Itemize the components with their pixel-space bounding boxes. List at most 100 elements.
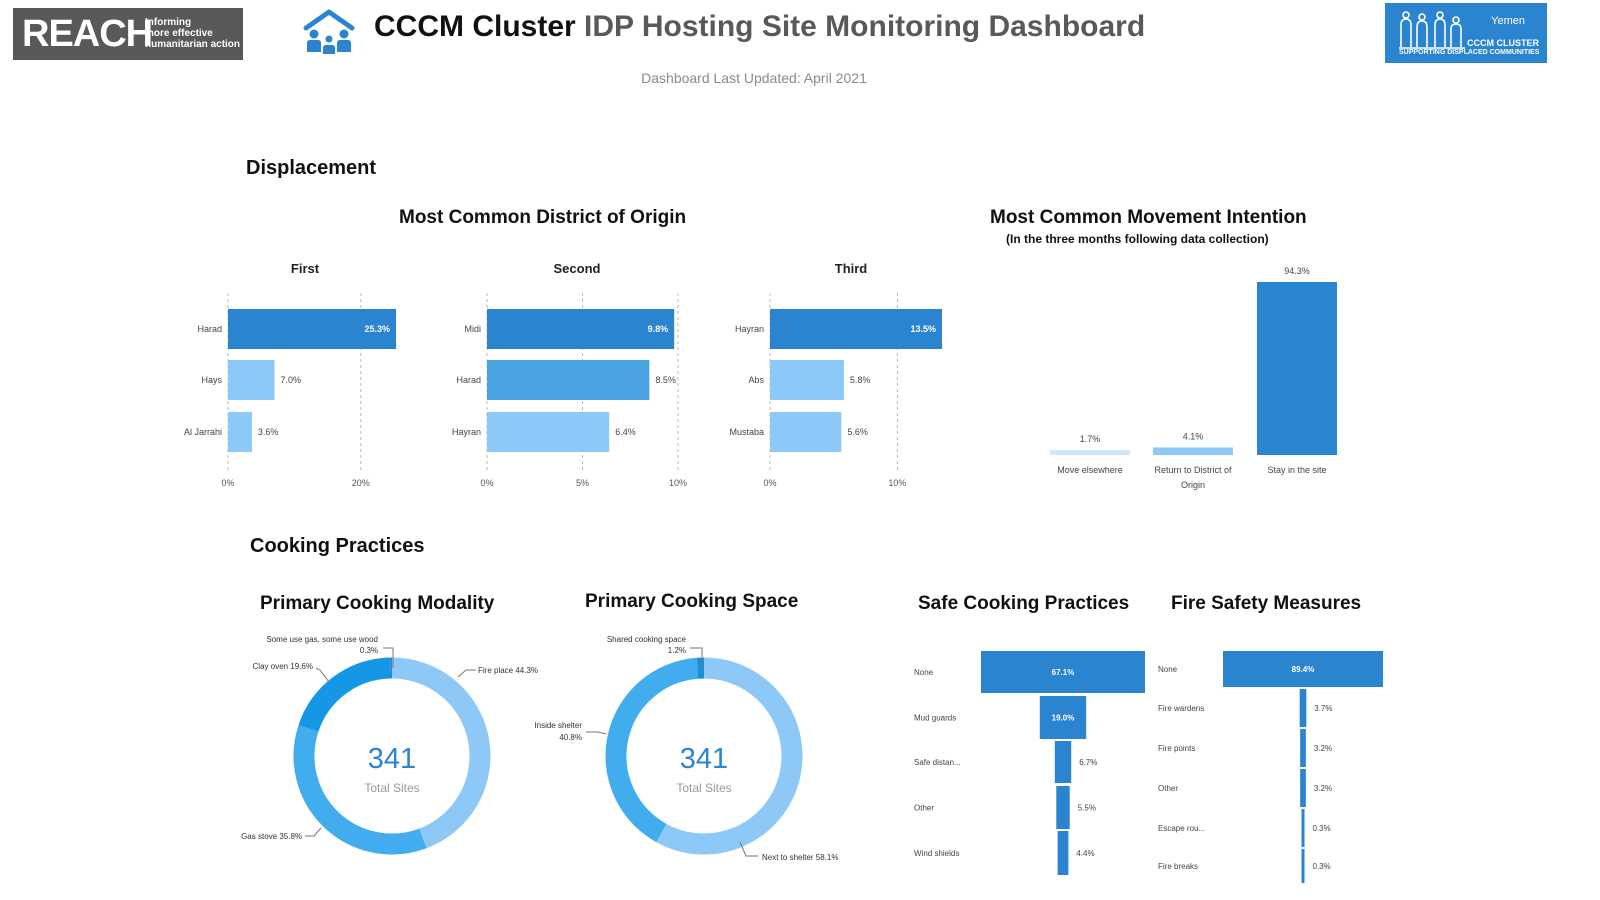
bar — [770, 412, 842, 452]
donut-slice — [605, 657, 699, 843]
slice-label: Clay oven 19.6% — [253, 662, 313, 671]
last-updated-text: Dashboard Last Updated: April 2021 — [641, 70, 867, 86]
slice-label: Gas stove 35.8% — [241, 832, 302, 841]
data-label: 3.2% — [1314, 744, 1332, 753]
slice-label: 1.2% — [668, 646, 686, 655]
category-label: Hayran — [452, 427, 481, 437]
slice-label: Some use gas, some use wood — [266, 635, 378, 644]
data-label: 19.0% — [1052, 714, 1075, 723]
category-label: Hays — [201, 375, 222, 385]
bar — [1299, 689, 1307, 727]
bar — [770, 360, 844, 400]
origin-subtitle: First — [291, 261, 320, 276]
page-title-rest: IDP Hosting Site Monitoring Dashboard — [584, 10, 1146, 43]
leader-line — [383, 647, 394, 668]
data-label: 0.3% — [1313, 824, 1331, 833]
page-title-bold: CCCM Cluster — [374, 10, 576, 43]
slice-label: Next to shelter 58.1% — [762, 853, 838, 862]
cccm-people-icon — [1399, 11, 1465, 49]
category-label: Harad — [456, 375, 481, 385]
donut-slice — [391, 657, 491, 849]
bar — [1056, 786, 1070, 829]
bar — [1050, 450, 1130, 455]
bar — [1039, 696, 1087, 739]
category-label: Return to District of — [1154, 465, 1232, 475]
data-label: 5.6% — [847, 427, 868, 437]
leader-line — [457, 669, 476, 678]
category-label: Midi — [464, 324, 481, 334]
section-title-cooking: Cooking Practices — [250, 535, 425, 557]
data-label: 67.1% — [1052, 668, 1075, 677]
donut-slice — [293, 724, 427, 855]
category-label: Al Jarrahi — [184, 427, 222, 437]
bar — [1223, 651, 1383, 687]
bar — [487, 360, 650, 400]
origin-subtitle: Third — [835, 261, 868, 276]
donut-center-label: Total Sites — [364, 781, 419, 795]
people-shelter-icon — [303, 9, 355, 54]
category-label: Safe distan... — [914, 758, 961, 767]
data-label: 6.7% — [1079, 758, 1097, 767]
chart-title-origin: Most Common District of Origin — [399, 207, 687, 228]
leader-line — [305, 827, 322, 837]
bar — [1054, 741, 1072, 783]
data-label: 5.8% — [850, 375, 871, 385]
category-label: Other — [914, 804, 934, 813]
slice-label: Fire place 44.3% — [478, 666, 538, 675]
origin-subtitle: Second — [554, 261, 601, 276]
slice-label: 40.8% — [559, 733, 582, 742]
tick-label: 10% — [888, 478, 906, 488]
cccm-logo-name: CCCM CLUSTER — [1467, 38, 1539, 48]
data-label: 3.7% — [1314, 704, 1332, 713]
tick-label: 10% — [669, 478, 687, 488]
category-label: Origin — [1181, 480, 1205, 490]
data-label: 94.3% — [1284, 266, 1310, 276]
donut-slice — [656, 657, 803, 855]
data-label: 13.5% — [910, 324, 936, 334]
bar — [228, 309, 396, 349]
category-label: Fire breaks — [1158, 862, 1198, 871]
bar — [1301, 809, 1305, 847]
tick-label: 0% — [221, 478, 234, 488]
tick-label: 20% — [352, 478, 370, 488]
category-label: Fire points — [1158, 744, 1195, 753]
category-label: Escape rou... — [1158, 824, 1205, 833]
data-label: 8.5% — [655, 375, 676, 385]
chart-title-modality: Primary Cooking Modality — [260, 593, 495, 614]
data-label: 9.8% — [648, 324, 669, 334]
donut-center-label: Total Sites — [676, 781, 731, 795]
leader-line — [690, 647, 703, 668]
chart-title-space: Primary Cooking Space — [585, 591, 799, 612]
leader-line — [315, 667, 330, 683]
cccm-logo-country: Yemen — [1491, 15, 1525, 27]
reach-logo: REACH Informing more effective humanitar… — [13, 8, 243, 60]
category-label: Other — [1158, 784, 1178, 793]
bar — [487, 412, 610, 452]
cccm-cluster-logo: Yemen CCCM CLUSTER SUPPORTING DISPLACED … — [1385, 3, 1547, 63]
donut-center-value: 341 — [368, 743, 416, 775]
page-title: CCCM Cluster IDP Hosting Site Monitoring… — [374, 10, 1145, 44]
chart-note-intention: (In the three months following data coll… — [1006, 232, 1269, 246]
tick-label: 5% — [576, 478, 589, 488]
chart-title-safe: Safe Cooking Practices — [918, 593, 1130, 614]
bar — [1257, 282, 1337, 455]
category-label: Move elsewhere — [1057, 465, 1123, 475]
bar — [770, 309, 942, 349]
category-label: None — [1158, 665, 1178, 674]
tick-label: 0% — [480, 478, 493, 488]
category-label: Harad — [197, 324, 222, 334]
slice-label: Shared cooking space — [607, 635, 687, 644]
data-label: 6.4% — [615, 427, 636, 437]
category-label: Mustaba — [729, 427, 764, 437]
category-label: Stay in the site — [1267, 465, 1326, 475]
chart-title-fire: Fire Safety Measures — [1171, 593, 1362, 614]
bar — [1057, 831, 1069, 875]
leader-line — [586, 731, 607, 735]
data-label: 25.3% — [364, 324, 390, 334]
reach-logo-tagline: Informing more effective humanitarian ac… — [145, 17, 241, 50]
data-label: 0.3% — [1313, 862, 1331, 871]
category-label: Hayran — [735, 324, 764, 334]
bar — [981, 651, 1145, 693]
bar — [1300, 729, 1306, 767]
